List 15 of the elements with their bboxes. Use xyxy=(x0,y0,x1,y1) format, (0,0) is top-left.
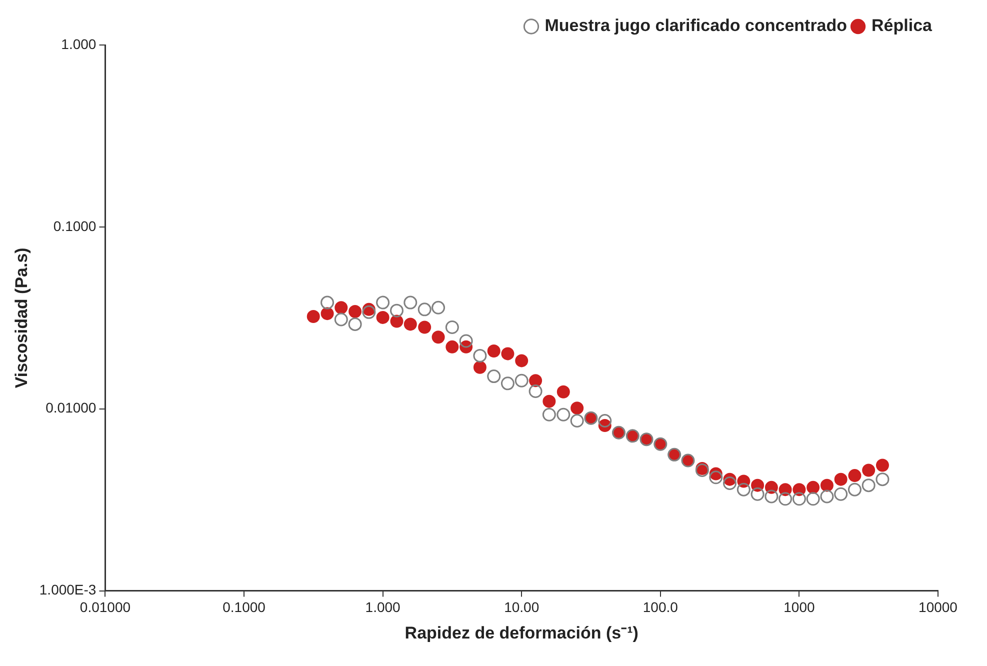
x-tick-label: 0.1000 xyxy=(222,599,266,616)
x-tick-label: 100.0 xyxy=(642,599,678,616)
y-tick-label: 0.01000 xyxy=(46,400,96,416)
y-tick-label: 1.000 xyxy=(61,36,96,52)
y-axis-title: Viscosidad (Pa.s) xyxy=(12,248,31,388)
legend-label: Muestra jugo clarificado concentrado xyxy=(544,16,848,36)
y-tick-label: 0.1000 xyxy=(53,218,96,234)
x-tick-label: 1000 xyxy=(784,599,815,616)
legend-label: Réplica xyxy=(872,16,933,36)
x-tick-label: 10.00 xyxy=(504,599,540,616)
x-tick-label: 0.01000 xyxy=(80,599,131,616)
x-tick-label: 1.000 xyxy=(365,599,401,616)
x-axis-title: Rapidez de deformación (s⁻¹) xyxy=(404,623,638,642)
x-tick-label: 10000 xyxy=(918,599,958,616)
y-tick-label: 1.000E-3 xyxy=(39,582,96,598)
